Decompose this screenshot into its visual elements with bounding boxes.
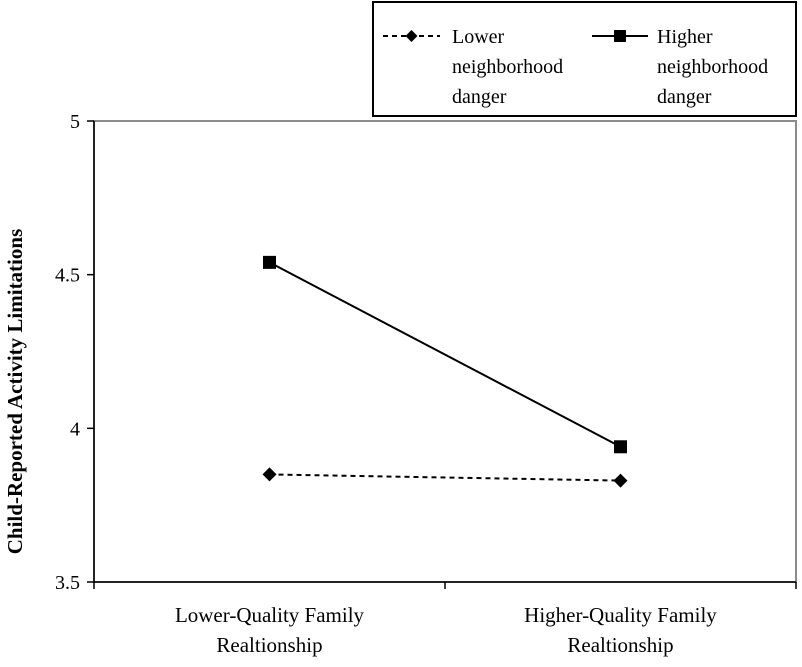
legend-entry: Higher neighborhood danger	[592, 26, 768, 108]
legend-label: Lower neighborhood danger	[452, 26, 563, 108]
y-tick-label: 4.5	[55, 265, 80, 287]
y-tick-label: 3.5	[55, 572, 80, 594]
series-line	[269, 261, 621, 448]
legend-entry: Lower neighborhood danger	[383, 26, 563, 108]
series-higher-danger	[263, 255, 627, 454]
plot-area	[93, 120, 797, 583]
data-point-diamond	[262, 467, 277, 482]
legend-marker-diamond	[405, 30, 418, 42]
series-layer	[262, 255, 628, 488]
legend-label: Higher neighborhood danger	[657, 26, 768, 108]
legend: Lower neighborhood danger Higher neighborhoo…	[372, 1, 797, 117]
series-lower-danger	[262, 467, 628, 488]
legend-box	[372, 1, 797, 117]
data-point-square	[614, 440, 627, 454]
x-tick-label: Higher-Quality Family Realtionship	[524, 603, 717, 657]
y-tick-label: 5	[70, 111, 80, 133]
data-point-square	[263, 255, 276, 269]
x-tick-label: Lower-Quality Family Realtionship	[175, 603, 365, 657]
y-axis-title: Child-Reported Activity Limitations	[3, 229, 27, 555]
series-line	[269, 473, 621, 482]
data-point-diamond	[613, 473, 628, 488]
y-axis-ticks: 3.5 4 4.5 5	[55, 111, 94, 594]
legend-marker-square	[614, 30, 626, 42]
y-tick-label: 4	[70, 418, 80, 440]
x-axis-ticks: Lower-Quality Family Realtionship Higher-Q…	[93, 582, 797, 657]
